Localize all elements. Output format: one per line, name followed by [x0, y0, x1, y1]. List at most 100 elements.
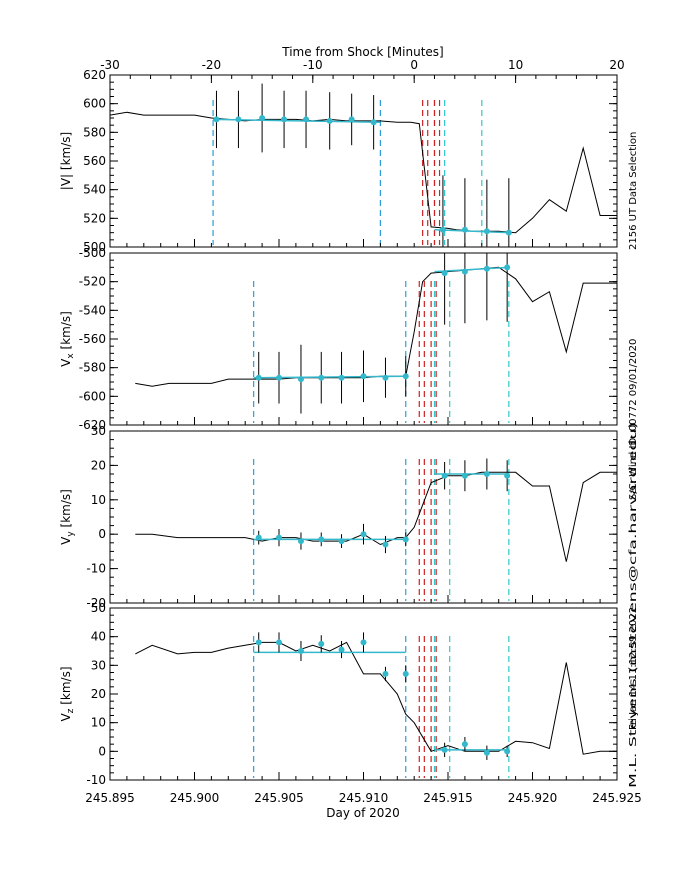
- data-point: [504, 748, 511, 755]
- series-line: [135, 641, 617, 755]
- data-point: [360, 639, 367, 646]
- data-point: [297, 648, 304, 654]
- y-axis-label: Vy [km/s]: [59, 489, 76, 545]
- data-point: [259, 115, 266, 121]
- data-point: [483, 265, 490, 272]
- y-tick-label: -10: [86, 773, 106, 787]
- data-point: [402, 373, 409, 380]
- data-point: [441, 746, 448, 753]
- data-point: [297, 376, 304, 383]
- y-tick-label: 0: [98, 744, 106, 758]
- data-point: [439, 226, 446, 233]
- data-point: [303, 116, 310, 123]
- side-label-author: M.L. Stevens (mstevens@cfa.harvard.edu): [628, 422, 639, 788]
- data-point: [360, 531, 367, 538]
- data-point: [483, 471, 490, 477]
- data-point: [276, 639, 282, 646]
- side-label-date: Fri Jan 14 11:12:59 2022: [628, 607, 639, 730]
- data-point: [235, 116, 242, 123]
- panel-frame: [109, 430, 618, 604]
- panel-data: [135, 458, 617, 562]
- data-point: [370, 119, 377, 126]
- data-point: [461, 741, 468, 748]
- fit-line-2: [434, 229, 509, 234]
- y-tick-label: 30: [91, 424, 106, 438]
- data-point: [318, 536, 325, 543]
- y-tick-label: 10: [91, 716, 106, 730]
- panel-1: 500 520 540 560 580 600 620 |V| [km/s]: [59, 68, 618, 254]
- data-point: [441, 270, 448, 277]
- side-label-selection: 2156 UT Data Selection: [628, 132, 639, 250]
- data-point: [255, 639, 262, 646]
- top-x-tick-label: -30: [100, 58, 120, 72]
- y-axis-label: Vx [km/s]: [59, 311, 76, 367]
- y-tick-label: 580: [83, 125, 106, 139]
- y-tick-label: -620: [79, 418, 106, 432]
- series-line: [135, 266, 617, 387]
- y-tick-label: -600: [79, 389, 106, 403]
- series-line: [110, 111, 617, 234]
- data-point: [402, 670, 409, 677]
- y-tick-label: 10: [91, 493, 106, 507]
- y-tick-label: 560: [83, 154, 106, 168]
- y-tick-label: 40: [91, 630, 106, 644]
- data-point: [504, 264, 511, 271]
- top-axis-title: Time from Shock [Minutes]: [281, 45, 443, 59]
- y-tick-label: -560: [79, 332, 106, 346]
- panel-4: -10 0 10 20 30 40 50 Vz [km/s]: [59, 601, 618, 787]
- x-tick-label: 245.915: [423, 791, 473, 805]
- y-axis-label: |V| [km/s]: [59, 132, 73, 190]
- y-tick-label: -520: [79, 275, 106, 289]
- data-point: [255, 534, 262, 541]
- y-axis-label: Vz [km/s]: [59, 666, 76, 721]
- data-point: [326, 117, 333, 124]
- y-tick-label: 540: [83, 183, 106, 197]
- y-tick-label: -10: [86, 562, 106, 576]
- data-point: [461, 472, 468, 479]
- x-tick-label: 245.920: [508, 791, 558, 805]
- data-point: [338, 646, 345, 653]
- x-tick-label: 245.900: [170, 791, 220, 805]
- data-point: [276, 534, 282, 541]
- y-tick-label: 600: [83, 97, 106, 111]
- bottom-axis-title: Day of 2020: [326, 806, 399, 820]
- y-tick-label: 20: [91, 458, 106, 472]
- data-point: [348, 116, 355, 123]
- data-point: [461, 226, 468, 233]
- data-point: [505, 229, 512, 236]
- panel-data: [135, 632, 617, 760]
- top-x-tick-label: 10: [508, 58, 523, 72]
- y-tick-label: -20: [86, 596, 106, 610]
- y-tick-label: 20: [91, 687, 106, 701]
- top-x-tick-label: -10: [303, 58, 323, 72]
- x-tick-label: 245.905: [254, 791, 304, 805]
- y-tick-label: 0: [98, 527, 106, 541]
- data-point: [276, 374, 282, 381]
- y-tick-label: -540: [79, 303, 106, 317]
- data-point: [297, 538, 304, 545]
- y-tick-label: -500: [79, 246, 106, 260]
- fit-line-2: [434, 266, 509, 273]
- panel-frame: [109, 74, 618, 248]
- data-point: [338, 374, 345, 381]
- data-point: [483, 228, 490, 235]
- side-label-spacecraft: S/C: Wind ID: 00772 09/01/2020: [628, 339, 639, 500]
- y-tick-label: 50: [91, 601, 106, 615]
- data-point: [318, 640, 325, 647]
- data-point: [338, 538, 345, 545]
- top-x-tick-label: 0: [410, 58, 418, 72]
- data-point: [360, 373, 367, 380]
- data-point: [281, 116, 288, 123]
- data-point: [382, 541, 389, 548]
- y-tick-label: -580: [79, 361, 106, 375]
- top-x-tick-label: 20: [609, 58, 624, 72]
- panel-data: [135, 253, 617, 414]
- data-point: [402, 536, 409, 543]
- data-point: [461, 268, 468, 275]
- x-tick-label: 245.925: [592, 791, 642, 805]
- x-tick-label: 245.910: [339, 791, 389, 805]
- data-point: [504, 472, 511, 479]
- data-point: [382, 374, 389, 381]
